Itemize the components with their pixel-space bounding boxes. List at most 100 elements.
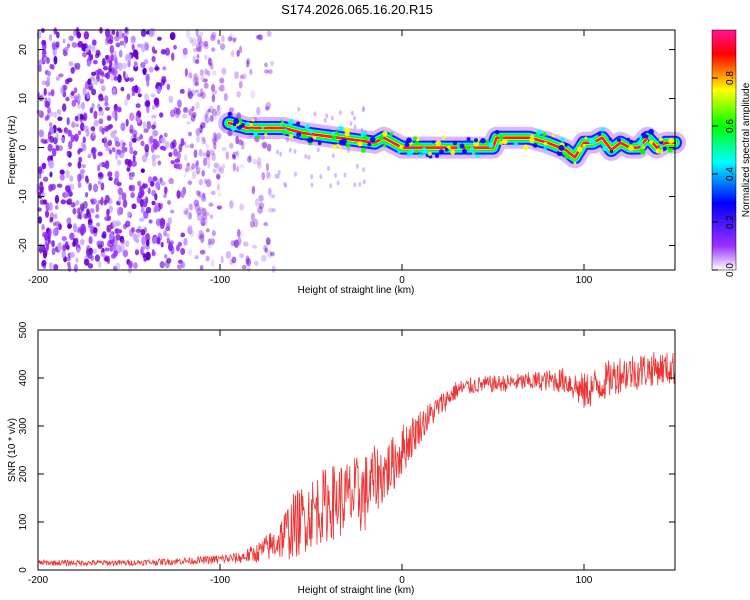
spectrogram-noise-dot xyxy=(209,114,214,122)
spectrogram-noise-dot xyxy=(89,208,95,214)
spectrogram-noise-dot xyxy=(249,68,253,75)
spectrogram-noise-dot xyxy=(78,156,83,163)
spectrogram-noise-dot xyxy=(265,237,271,246)
spectrogram-noise-dot xyxy=(91,39,97,46)
spectrogram-noise-dot xyxy=(279,151,283,157)
spectrogram-noise-dot xyxy=(129,175,134,181)
spectrogram-noise-dot xyxy=(92,152,97,160)
spectrogram-noise-dot xyxy=(257,205,263,214)
spectrogram-noise-dot xyxy=(250,90,256,99)
spectrogram-noise-dot xyxy=(213,162,219,169)
spectrogram-noise-dot xyxy=(47,106,52,114)
spectrogram-noise-dot xyxy=(355,163,359,169)
spectrogram-noise-dot xyxy=(122,199,128,208)
spectrogram-noise-dot xyxy=(88,236,93,245)
snr-y-tick-label: 500 xyxy=(18,321,29,338)
spectrogram-ridge-speck xyxy=(616,137,621,142)
spectrogram-noise-dot xyxy=(261,142,268,149)
spectrogram-noise-dot xyxy=(70,66,75,74)
spectrogram-ridge-speck xyxy=(253,131,258,137)
spectrogram-noise-dot xyxy=(164,47,171,56)
spectrogram-noise-dot xyxy=(77,161,82,169)
spectrogram-noise-dot xyxy=(263,222,269,227)
spectrogram-noise-dot xyxy=(198,149,203,157)
spectrogram-noise-dot xyxy=(313,111,317,117)
snr-x-label: Height of straight line (km) xyxy=(298,585,415,596)
spectrogram-noise-dot xyxy=(223,92,228,102)
spectrogram-noise-dot xyxy=(101,127,105,135)
spectrogram-noise-dot xyxy=(101,70,105,78)
spectrogram-noise-dot xyxy=(70,134,75,143)
spectrogram-ridge-speck xyxy=(389,132,394,137)
spectrogram-noise-dot xyxy=(155,181,160,190)
spectrogram-ridge-speck xyxy=(282,130,287,135)
spectrogram-noise-dot xyxy=(151,249,155,257)
spectrogram-noise-dot xyxy=(164,141,170,149)
colorbar-tick-label: 0.6 xyxy=(725,119,736,133)
spectrogram-noise-dot xyxy=(123,39,127,48)
spectrogram-noise-dot xyxy=(57,242,63,251)
spectrogram-noise-dot xyxy=(142,183,149,189)
spectrogram-noise-dot xyxy=(186,162,191,168)
spectrogram-ridge-speck xyxy=(296,132,302,138)
spectrogram-noise-dot xyxy=(56,127,62,132)
spectrogram-noise-dot xyxy=(234,71,239,80)
spectrogram-noise-dot xyxy=(174,113,180,119)
spectrogram-noise-dot xyxy=(182,53,188,60)
spectrogram-ridge-speck xyxy=(530,134,535,139)
spectrogram-noise-dot xyxy=(151,200,156,206)
spectrogram-noise-dot xyxy=(107,171,113,178)
spectrogram-noise-dot xyxy=(56,31,60,39)
spectrogram-noise-dot xyxy=(203,40,209,47)
spectrogram-noise-dot xyxy=(194,81,200,87)
spectrogram-noise-dot xyxy=(118,49,123,58)
spectrogram-noise-dot xyxy=(124,158,130,166)
spectrogram-noise-dot xyxy=(56,109,62,115)
spectrogram-noise-dot xyxy=(80,163,87,169)
spectrogram-ridge-speck xyxy=(582,143,586,148)
spectrogram-noise-dot xyxy=(173,148,178,157)
spectrogram-noise-dot xyxy=(200,218,206,227)
spectrogram-noise-dot xyxy=(199,264,204,271)
spectrogram-noise-dot xyxy=(83,125,89,132)
spectrogram-noise-dot xyxy=(121,192,127,201)
spectrogram-noise-dot xyxy=(129,112,135,121)
spectrogram-noise-dot xyxy=(326,165,330,171)
spectrogram-noise-dot xyxy=(45,243,50,251)
spectrogram-noise-dot xyxy=(85,178,90,184)
snr-x-tick-label: -100 xyxy=(210,575,230,586)
spectrogram-noise-dot xyxy=(188,72,193,79)
spectrogram-noise-dot xyxy=(100,252,106,258)
spectrogram-ridge-speck xyxy=(444,148,449,152)
spectrogram-ridge-speck xyxy=(609,150,614,154)
spectrogram-noise-dot xyxy=(193,149,198,158)
spectrogram-ridge-speck xyxy=(658,137,664,142)
spectrogram-noise-dot xyxy=(196,190,200,196)
spectrogram-noise-dot xyxy=(168,177,174,185)
spectrogram-noise-dot xyxy=(114,34,120,42)
spectrogram-noise-dot xyxy=(82,200,88,209)
spectrogram-noise-dot xyxy=(68,35,74,41)
spectrogram-noise-dot xyxy=(41,39,47,46)
spectrogram-noise-dot xyxy=(120,122,126,132)
spectrogram-noise-dot xyxy=(193,199,200,207)
spectrogram-noise-dot xyxy=(288,147,292,153)
spectrogram-ridge-speck xyxy=(306,137,313,143)
spectrogram-ridge-speck xyxy=(462,148,468,154)
spectrogram-noise-dot xyxy=(316,147,320,153)
spectrogram-noise-dot xyxy=(68,61,74,67)
spectrogram-noise-dot xyxy=(176,151,181,160)
spectrogram-noise-dot xyxy=(176,190,181,199)
spectrogram-ridge-speck xyxy=(640,132,647,139)
spectrogram-noise-dot xyxy=(77,173,82,183)
spectrogram-noise-dot xyxy=(55,205,59,210)
spectrogram-noise-dot xyxy=(68,140,73,150)
spectrogram-noise-dot xyxy=(140,206,145,214)
spectrogram-noise-dot xyxy=(97,180,101,185)
spectrogram-noise-dot xyxy=(183,237,188,246)
spectrogram-noise-dot xyxy=(265,105,270,111)
spectrogram-noise-dot xyxy=(62,50,68,57)
spectrogram-noise-dot xyxy=(194,203,200,211)
spectrogram-noise-dot xyxy=(319,174,323,180)
spectrogram-ridge-speck xyxy=(469,146,474,152)
